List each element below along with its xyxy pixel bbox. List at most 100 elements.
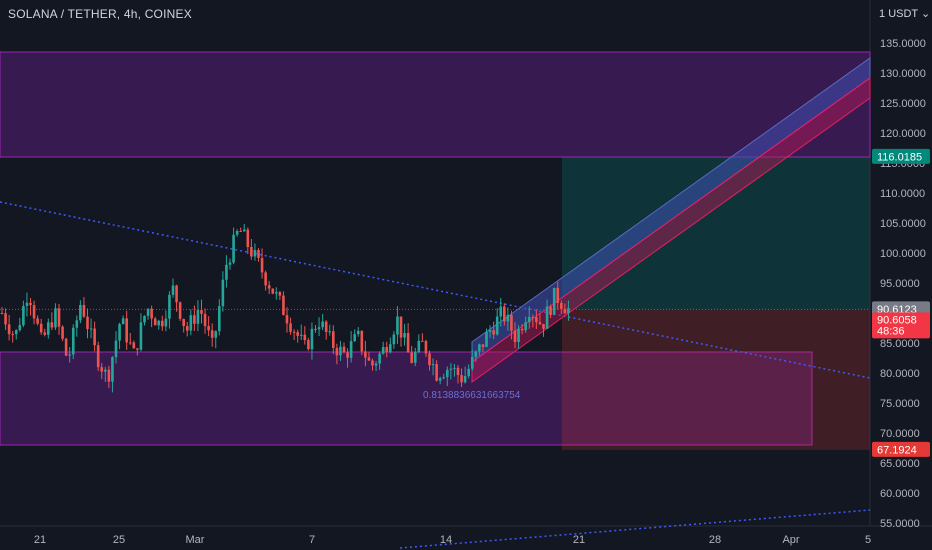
candle-body <box>481 344 485 347</box>
candle-body <box>556 287 560 303</box>
candle-body <box>449 368 453 370</box>
currency-label[interactable]: 1 USDT ⌄ <box>879 8 931 20</box>
candle-body <box>488 330 492 332</box>
countdown-tag: 48:36 <box>877 325 905 337</box>
candle-body <box>178 302 182 319</box>
y-tick-label: 75.0000 <box>880 398 920 410</box>
candle-body <box>267 285 271 289</box>
candle-body <box>150 308 153 319</box>
candle-body <box>71 327 75 355</box>
x-tick-label: 28 <box>709 534 721 546</box>
candle-body <box>182 318 185 327</box>
stop-price-tag: 67.1924 <box>877 444 917 456</box>
channel-lower-band <box>471 77 871 383</box>
candle-body <box>303 334 307 341</box>
candle-body <box>196 310 200 324</box>
candle-body <box>424 341 428 354</box>
candle-body <box>39 323 43 333</box>
candle-body <box>567 308 570 314</box>
candle-body <box>203 313 207 327</box>
x-tick-label: 7 <box>309 534 315 546</box>
candle-body <box>538 322 542 325</box>
candle-body <box>125 318 128 343</box>
candle-body <box>139 322 143 350</box>
candle-body <box>271 288 275 294</box>
candle-body <box>242 229 246 232</box>
candle-body <box>157 320 161 326</box>
candle-body <box>228 262 232 265</box>
candle-body <box>417 340 421 352</box>
candle-body <box>367 357 371 361</box>
candle-body <box>68 354 71 356</box>
stop-zone <box>562 309 870 450</box>
candle-body <box>467 368 470 376</box>
candle-body <box>356 330 360 335</box>
target-price-tag: 116.0185 <box>877 151 922 163</box>
x-tick-label: Apr <box>782 534 799 546</box>
candle-body <box>79 304 82 321</box>
target-price-tag-bg <box>872 148 930 164</box>
candle-body <box>161 320 164 327</box>
candle-body <box>107 369 111 382</box>
candle-body <box>552 287 556 315</box>
candle-body <box>385 347 389 353</box>
candle-body <box>531 316 535 318</box>
candle-body <box>310 328 314 350</box>
candle-body <box>456 367 460 376</box>
candle-body <box>175 285 178 303</box>
candle-body <box>121 318 125 325</box>
candle-body <box>438 378 442 381</box>
candle-body <box>545 306 549 329</box>
candle-body <box>282 295 285 316</box>
candle-body <box>421 340 424 342</box>
candle-body <box>560 302 563 309</box>
candle-body <box>374 363 378 366</box>
candle-body <box>47 322 50 335</box>
candle-body <box>43 332 47 335</box>
candle-body <box>517 328 520 342</box>
candle-body <box>324 321 328 333</box>
candle-body <box>235 231 239 235</box>
candle-body <box>86 316 89 329</box>
y-tick-label: 95.0000 <box>880 278 920 290</box>
candle-body <box>96 345 100 368</box>
candle-body <box>210 330 214 338</box>
candle-body <box>499 306 503 317</box>
resistance-zone <box>0 51 871 158</box>
candle-body <box>136 348 139 350</box>
y-tick-label: 125.0000 <box>880 98 926 110</box>
ascending-trendline <box>399 509 871 549</box>
candle-body <box>285 315 289 324</box>
price-axis <box>870 0 932 550</box>
y-tick-label: 105.0000 <box>880 218 926 230</box>
candle-body <box>153 318 157 326</box>
candle-body <box>317 327 321 330</box>
candle-body <box>371 360 374 366</box>
candle-body <box>328 331 332 333</box>
candle-body <box>314 328 317 330</box>
candle-body <box>143 315 146 323</box>
candle-body <box>246 229 250 247</box>
candle-body <box>168 294 171 319</box>
candle-body <box>435 364 438 381</box>
candle-body <box>360 330 364 352</box>
candle-body <box>0 313 4 314</box>
candle-body <box>478 344 481 352</box>
candle-body <box>463 375 467 383</box>
candle-body <box>75 320 79 328</box>
y-tick-label: 110.0000 <box>880 188 925 200</box>
candle-body <box>460 375 463 383</box>
candle-body <box>349 341 353 358</box>
candle-body <box>307 340 310 350</box>
y-tick-label: 135.0000 <box>880 38 926 50</box>
support-zone <box>0 351 813 446</box>
candle-body <box>513 330 517 342</box>
candle-body <box>18 325 22 331</box>
candle-body <box>392 334 396 345</box>
candle-body <box>296 332 299 336</box>
candle-body <box>4 313 7 325</box>
candle-body <box>232 234 235 263</box>
candle-body <box>207 326 210 331</box>
candle-body <box>563 308 567 314</box>
